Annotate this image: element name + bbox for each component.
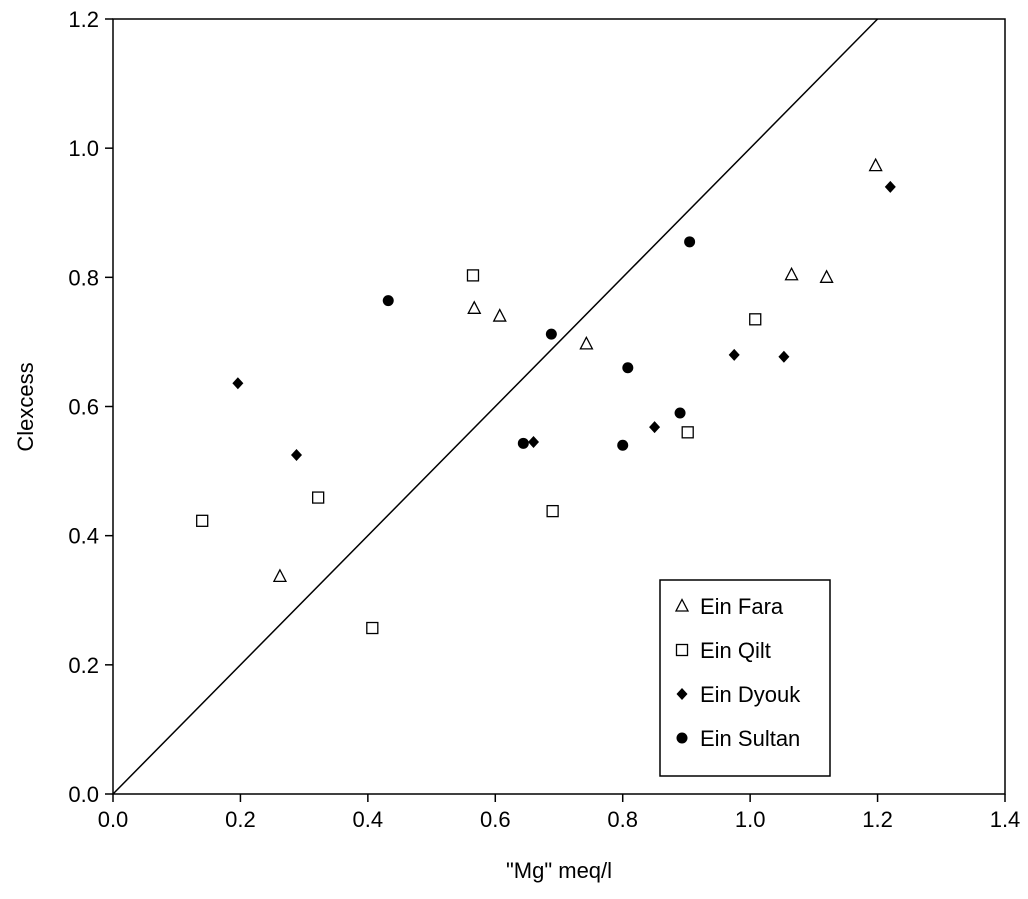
ein-qilt-point [366, 621, 379, 635]
x-tick-label: 0.8 [607, 807, 638, 832]
legend-marker-ein-sultan [676, 732, 688, 744]
y-tick-label: 0.6 [68, 395, 99, 420]
data-points [196, 157, 896, 635]
legend-marker-ein-fara [674, 598, 690, 612]
legend-label-ein-sultan: Ein Sultan [700, 726, 800, 751]
ein-qilt-point [546, 504, 559, 518]
x-tick-label: 1.2 [862, 807, 893, 832]
ein-dyouk-point [884, 180, 896, 193]
ein-sultan-point [517, 437, 529, 449]
ein-dyouk-point [649, 421, 661, 434]
y-tick-label: 1.2 [68, 7, 99, 32]
y-tick-label: 1.0 [68, 136, 99, 161]
ein-fara-point [784, 266, 799, 281]
ein-sultan-point [684, 236, 696, 248]
ein-qilt-point [749, 313, 762, 326]
reference-line-layer [112, 18, 879, 795]
legend-marker-ein-dyouk [676, 688, 688, 700]
y-tick-label: 0.8 [68, 265, 99, 290]
ein-qilt-point [196, 514, 209, 527]
ein-dyouk-point [528, 436, 540, 449]
ein-dyouk-point [728, 348, 740, 361]
y-tick-label: 0.0 [68, 782, 99, 807]
x-axis-title: "Mg" meq/l [506, 858, 612, 883]
y-tick-label: 0.2 [68, 653, 99, 678]
y-axis: 0.0 0.2 0.4 0.6 0.8 1.0 1.2 [68, 7, 113, 807]
ein-qilt-point [681, 426, 694, 439]
ein-sultan-point [382, 295, 394, 307]
ein-fara-point [868, 157, 883, 172]
legend-label-ein-dyouk: Ein Dyouk [700, 682, 801, 707]
ein-fara-point [272, 568, 288, 583]
y-tick-label: 0.4 [68, 524, 99, 549]
ein-sultan-point [622, 362, 634, 374]
plot-area [112, 18, 1006, 795]
ein-fara-point [819, 269, 834, 283]
ein-qilt-point [466, 269, 480, 282]
reference-line [112, 18, 879, 795]
x-tick-label: 0.2 [225, 807, 256, 832]
y-axis-title: Clexcess [13, 362, 38, 451]
ein-dyouk-point [290, 448, 302, 461]
legend-label-ein-fara: Ein Fara [700, 594, 784, 619]
x-axis: 0.0 0.2 0.4 0.6 0.8 1.0 1.2 1.4 [98, 794, 1021, 832]
ein-fara-point [579, 335, 594, 350]
legend-marker-ein-qilt [675, 643, 689, 657]
x-tick-label: 0.4 [353, 807, 384, 832]
x-tick-label: 0.0 [98, 807, 129, 832]
x-tick-label: 1.4 [990, 807, 1021, 832]
legend: Ein Fara Ein Qilt Ein Dyouk Ein Sultan [659, 579, 831, 777]
ein-dyouk-point [232, 377, 244, 390]
ein-dyouk-point [778, 350, 790, 363]
legend-label-ein-qilt: Ein Qilt [700, 638, 771, 663]
x-tick-label: 0.6 [480, 807, 511, 832]
ein-sultan-point [674, 407, 686, 419]
x-tick-label: 1.0 [735, 807, 766, 832]
ein-fara-point [492, 308, 507, 322]
ein-fara-point [467, 300, 482, 314]
ein-qilt-point [312, 491, 325, 504]
legend-box [659, 579, 831, 777]
ein-sultan-point [545, 328, 557, 340]
ein-sultan-point [617, 439, 629, 451]
